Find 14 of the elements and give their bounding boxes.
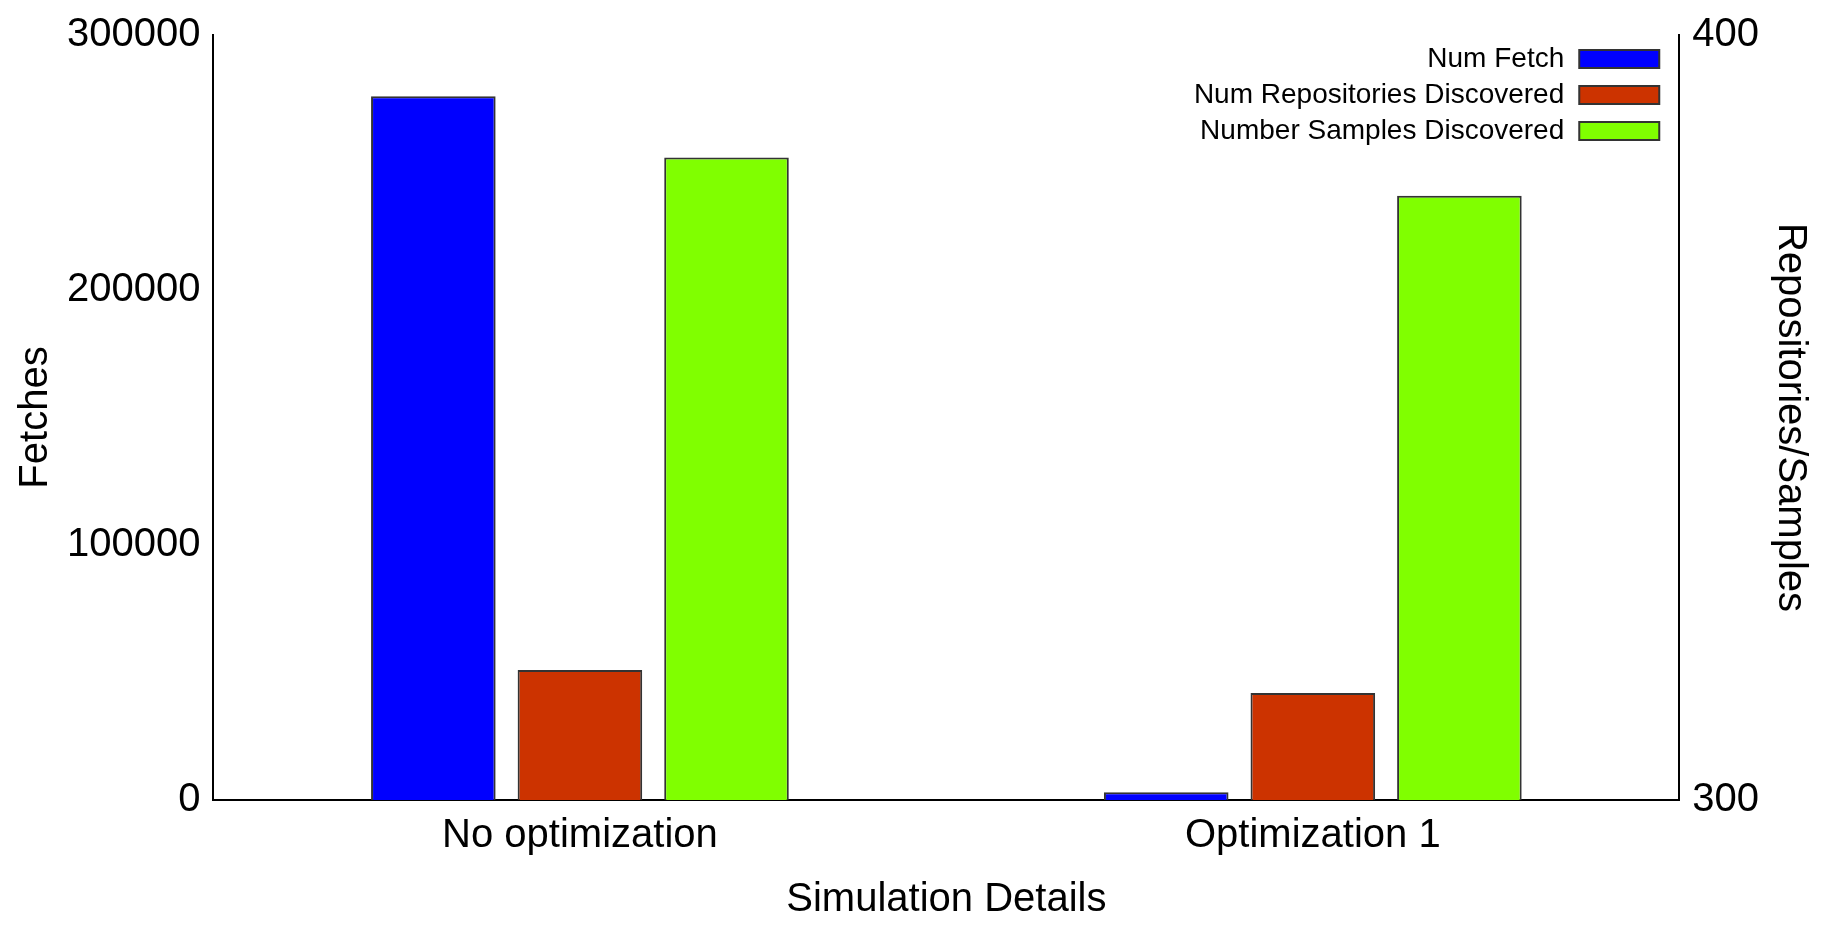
y-tick-label: 200000 bbox=[66, 265, 201, 310]
x-axis-title: Simulation Details bbox=[786, 875, 1107, 920]
y2-axis-title: Repositories/Samples bbox=[1770, 222, 1815, 613]
y-tick-label: 300000 bbox=[66, 10, 201, 55]
legend-label: Number Samples Discovered bbox=[1200, 113, 1565, 145]
legend-label: Num Repositories Discovered bbox=[1193, 77, 1565, 109]
y-axis-title: Fetches bbox=[11, 346, 56, 489]
x-tick-label: No optimization bbox=[442, 811, 718, 856]
y2-tick-label: 300 bbox=[1692, 775, 1760, 820]
legend-label: Num Fetch bbox=[1427, 41, 1565, 73]
y2-tick-label: 400 bbox=[1692, 10, 1760, 55]
x-tick-label: Optimization 1 bbox=[1184, 811, 1441, 856]
y-tick-label: 100000 bbox=[66, 520, 201, 565]
y-tick-label: 0 bbox=[178, 775, 201, 820]
